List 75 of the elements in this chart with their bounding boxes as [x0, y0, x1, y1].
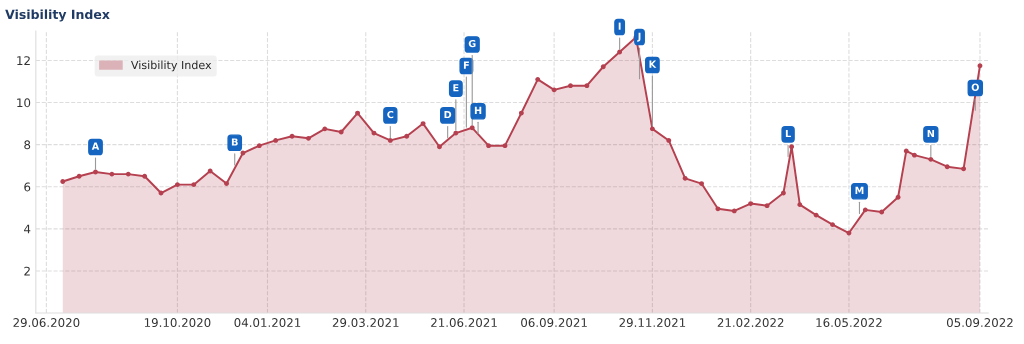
y-tick-label: 6	[24, 182, 31, 192]
point	[666, 137, 672, 143]
point	[748, 201, 754, 207]
x-tick-label: 04.01.2021	[234, 318, 301, 328]
point	[928, 156, 934, 162]
point	[699, 181, 704, 187]
annotation: K	[649, 60, 657, 68]
annotation: B	[231, 138, 238, 146]
point	[486, 143, 492, 149]
x-tick-label: 19.10.2020	[144, 318, 211, 328]
point	[731, 208, 737, 214]
annotation: H	[474, 106, 482, 114]
point	[322, 126, 328, 132]
point	[977, 63, 983, 69]
point	[568, 83, 573, 89]
point	[944, 164, 950, 170]
x-tick-label: 29.06.2020	[13, 318, 80, 328]
y-tick-label: 4	[24, 224, 31, 234]
point	[879, 209, 885, 215]
annotation: D	[444, 111, 452, 119]
x-tick-label: 06.09.2021	[521, 318, 587, 328]
point	[256, 143, 262, 149]
point	[502, 143, 508, 149]
point	[830, 222, 835, 228]
point	[961, 166, 967, 172]
point	[273, 137, 279, 143]
annotation: N	[927, 129, 935, 138]
annotation: O	[971, 83, 979, 91]
point	[289, 133, 295, 139]
y-tick-label: 2	[24, 266, 30, 276]
point	[789, 144, 795, 150]
x-tick-label: 16.05.2022	[816, 318, 882, 328]
point	[912, 152, 917, 158]
annotation: A	[91, 142, 100, 150]
chart-title: Visibility Index	[5, 9, 110, 22]
point	[338, 129, 344, 135]
point	[764, 203, 770, 209]
annotation: I	[618, 22, 621, 30]
point	[682, 175, 688, 181]
x-tick-label: 21.06.2021	[431, 318, 497, 328]
y-tick-label: 10	[17, 98, 31, 108]
annotation: C	[387, 110, 394, 119]
point	[191, 182, 197, 188]
point	[174, 182, 180, 188]
point	[584, 83, 590, 89]
point	[387, 137, 393, 143]
legend-label: Visibility Index	[131, 60, 212, 72]
point	[60, 179, 66, 184]
x-tick-label: 29.11.2021	[619, 318, 686, 328]
point	[76, 173, 82, 179]
x-tick-label: 21.02.2022	[717, 318, 784, 328]
point	[224, 181, 229, 187]
annotation: J	[637, 32, 641, 42]
point	[535, 76, 541, 82]
point	[862, 207, 868, 213]
annotation: F	[463, 61, 469, 69]
point	[142, 173, 148, 179]
point	[600, 64, 606, 70]
annotation: L	[785, 129, 791, 138]
y-tick-label: 12	[17, 56, 30, 65]
x-tick-label: 05.09.2022	[946, 318, 1013, 328]
y-tick-label: 8	[24, 140, 31, 150]
point	[797, 202, 803, 208]
annotation: G	[468, 39, 476, 48]
point	[437, 144, 442, 150]
annotation: E	[453, 84, 459, 92]
point	[404, 133, 410, 139]
point	[125, 171, 131, 177]
point	[306, 135, 311, 141]
point	[813, 212, 819, 218]
annotation: M	[855, 186, 864, 194]
point	[895, 194, 901, 200]
point	[469, 125, 475, 131]
point	[903, 148, 909, 154]
x-tick-label: 29.03.2021	[332, 318, 399, 328]
